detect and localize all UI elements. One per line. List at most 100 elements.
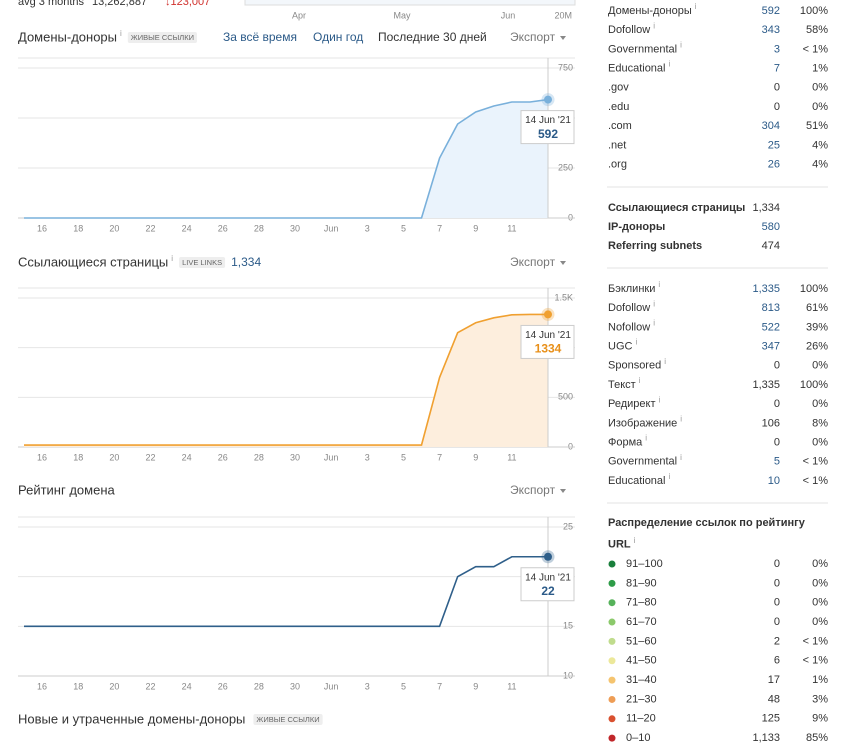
line	[24, 313, 548, 446]
rating-dot	[608, 657, 616, 665]
row-label: 51–60	[626, 635, 657, 647]
period-tab[interactable]: За всё время	[223, 30, 297, 44]
row-label: Домены-доноры	[608, 5, 692, 17]
info-icon: i	[669, 472, 671, 481]
rating-dot	[608, 599, 616, 607]
x-tick-label: 22	[145, 681, 155, 691]
row-value[interactable]: 26	[768, 159, 780, 171]
row-value[interactable]: 343	[762, 24, 780, 36]
rating-dot	[608, 637, 616, 645]
row-label: Dofollow	[608, 302, 650, 314]
row-pct: < 1%	[803, 475, 829, 487]
tooltip-value: 1334	[535, 342, 562, 356]
row-value[interactable]: 5	[774, 456, 780, 468]
row-value[interactable]: 7	[774, 63, 780, 75]
info-icon: i	[658, 280, 660, 289]
row-value[interactable]: 25	[768, 139, 780, 151]
row-pct: 100%	[800, 379, 828, 391]
row-pct: 51%	[806, 120, 828, 132]
row-value[interactable]: 1,335	[752, 283, 780, 295]
x-tick-label: 5	[401, 223, 406, 233]
row-value[interactable]: 10	[768, 475, 780, 487]
row-value[interactable]: 592	[762, 5, 780, 17]
row-pct: < 1%	[803, 635, 829, 647]
row-label: 21–30	[626, 693, 657, 705]
row-label: Редирект	[608, 398, 656, 410]
row-label: IP-доноры	[608, 221, 665, 233]
row-value[interactable]: 580	[762, 221, 780, 233]
row-value[interactable]: 3	[774, 43, 780, 55]
row-pct: 26%	[806, 341, 828, 353]
x-tick-label: 5	[401, 681, 406, 691]
x-tick-label: 30	[290, 223, 300, 233]
dropdown-arrow	[560, 489, 566, 493]
row-value[interactable]: 813	[762, 302, 780, 314]
tooltip	[520, 324, 575, 359]
row-pct: 61%	[806, 302, 828, 314]
avg-value: 13,262,887	[92, 0, 147, 8]
rating-dot	[608, 676, 616, 684]
info-icon: i	[171, 254, 173, 263]
row-pct: 9%	[812, 713, 828, 725]
top-chart-area	[244, 0, 576, 6]
distribution-title: Распределение ссылок по рейтингу URL i	[608, 515, 818, 554]
x-tick-label: 26	[218, 452, 228, 462]
dropdown-arrow	[560, 261, 566, 265]
row-label: Текст	[608, 379, 636, 391]
y-tick-label: 1.5K	[554, 292, 573, 302]
row-label: 71–80	[626, 597, 657, 609]
period-tab[interactable]: Один год	[313, 30, 363, 44]
row-value: 1,334	[752, 202, 780, 214]
point	[544, 310, 552, 319]
x-tick-label: 18	[73, 223, 83, 233]
row-pct: 8%	[812, 417, 828, 429]
x-tick-label: 20	[109, 452, 119, 462]
badge	[179, 257, 226, 268]
x-tick-label: 9	[473, 223, 478, 233]
section-title: Рейтинг домена	[18, 482, 116, 497]
row-value: 0	[774, 360, 780, 372]
x-tick-label: 5	[401, 452, 406, 462]
row-label: Referring subnets	[608, 240, 702, 252]
rating-dot	[608, 618, 616, 626]
axis-label: May	[393, 10, 411, 20]
row-value: 474	[762, 240, 780, 252]
x-tick-label: 22	[145, 223, 155, 233]
row-pct: 0%	[812, 360, 828, 372]
row-label: .edu	[608, 101, 629, 113]
row-pct: 0%	[812, 398, 828, 410]
row-value: 0	[774, 597, 780, 609]
export-button[interactable]: Экспорт	[510, 255, 556, 269]
badge-text: ЖИВЫЕ ССЫЛКИ	[131, 33, 194, 42]
x-tick-label: 28	[254, 452, 264, 462]
x-tick-label: 11	[507, 681, 516, 691]
rating-dot	[608, 734, 616, 742]
x-tick-label: 26	[218, 681, 228, 691]
x-tick-label: 9	[473, 452, 478, 462]
row-value[interactable]: 522	[762, 321, 780, 333]
row-value[interactable]: 347	[762, 341, 780, 353]
row-label: 91–100	[626, 558, 663, 570]
x-tick-label: 16	[37, 681, 47, 691]
row-label: UGC	[608, 341, 633, 353]
row-value: 0	[774, 616, 780, 628]
export-button[interactable]: Экспорт	[510, 30, 556, 44]
row-value: 1,335	[752, 379, 780, 391]
info-icon: i	[664, 357, 666, 366]
x-tick-label: 20	[109, 223, 119, 233]
row-label: 41–50	[626, 655, 657, 667]
rating-dot	[608, 560, 616, 568]
row-value: 0	[774, 82, 780, 94]
row-label: 81–90	[626, 577, 657, 589]
row-pct: < 1%	[803, 43, 829, 55]
row-value: 125	[762, 713, 780, 725]
y-tick-label: 10	[563, 670, 573, 680]
period-tab[interactable]: Последние 30 дней	[378, 30, 487, 44]
row-value[interactable]: 304	[762, 120, 780, 132]
info-icon: i	[639, 376, 641, 385]
x-tick-label: 22	[145, 452, 155, 462]
y-tick-label: 750	[558, 62, 573, 72]
export-button[interactable]: Экспорт	[510, 483, 556, 497]
x-tick-label: 18	[73, 681, 83, 691]
